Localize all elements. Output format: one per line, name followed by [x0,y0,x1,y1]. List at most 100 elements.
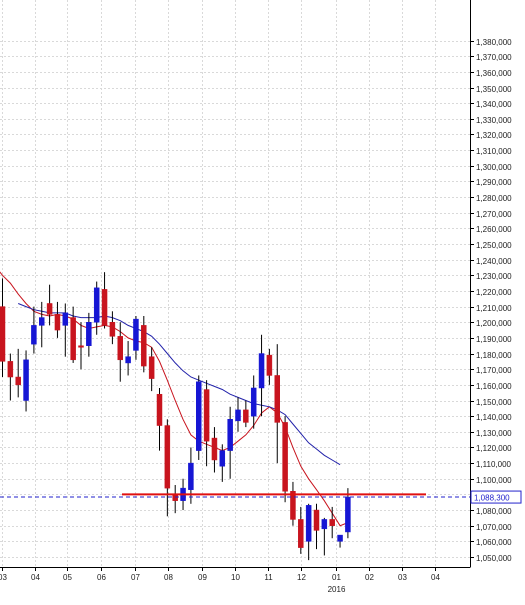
y-tick-label: 1,100,000 [476,476,512,485]
x-tick-label: 11 [264,573,273,582]
candle [62,303,69,357]
candle-body [345,496,351,533]
y-tick-label: 1,080,000 [476,507,512,516]
candle [290,481,296,526]
y-tick-label: 1,340,000 [476,100,512,109]
candle-body [62,312,69,326]
candle [109,311,116,345]
candle-body [203,389,210,442]
candle-body [101,289,108,326]
candle [329,506,335,539]
y-tick-label: 1,070,000 [476,523,512,532]
y-tick-label: 1,330,000 [476,116,512,125]
candle-body [109,322,116,337]
x-tick-label: 09 [198,573,207,582]
current-price-label: 1,088,300 [474,494,510,503]
y-tick-label: 1,050,000 [476,554,512,563]
candle-body [282,422,288,492]
y-tick-label: 1,200,000 [476,319,512,328]
candle [125,341,131,376]
y-tick-label: 1,190,000 [476,335,512,344]
candle [117,322,123,382]
candle [46,284,53,326]
candle-body [219,450,226,467]
candle-body [235,409,241,422]
candle [227,406,233,479]
y-tick-label: 1,290,000 [476,178,512,187]
candle [70,306,76,363]
ma-long-line [18,303,341,466]
candle [23,350,29,412]
candle [39,301,45,348]
candle [337,534,343,548]
candle [101,272,108,329]
candle [78,322,84,370]
candle-body [0,306,6,362]
x-tick-label: 01 [332,573,341,582]
x-tick-label: 03 [398,573,407,582]
candle [345,488,351,539]
candle-body [274,375,280,423]
candle-body [117,336,123,361]
y-tick-label: 1,300,000 [476,163,512,172]
y-tick-label: 1,310,000 [476,147,512,156]
candle [31,306,37,354]
y-tick-label: 1,380,000 [476,38,512,47]
candle [313,503,320,550]
candle-body [211,437,218,461]
x-tick-label: 03 [0,573,7,582]
candle [164,419,171,517]
candle [172,485,178,514]
candle-body [78,345,84,348]
candle [156,387,163,451]
y-tick-label: 1,150,000 [476,398,512,407]
candle-body [15,376,21,386]
candle-body [31,325,37,345]
candle-body [148,356,155,379]
x-tick-label: 10 [231,573,240,582]
candle-body [250,387,257,417]
ma-short-line [0,271,349,527]
candle-body [93,287,100,323]
candle-body [54,314,61,331]
candle [141,315,147,373]
y-tick-label: 1,120,000 [476,444,512,453]
candle [15,348,21,398]
x-tick-label: 06 [97,573,106,582]
candle-body [290,491,296,520]
candle [203,380,210,467]
x-tick-label: 07 [131,573,140,582]
y-tick-label: 1,370,000 [476,53,512,62]
candle-body [164,425,171,489]
candle-body [39,317,45,326]
candle [266,348,273,385]
y-tick-label: 1,180,000 [476,351,512,360]
y-tick-label: 1,210,000 [476,304,512,313]
candle [54,301,61,338]
y-tick-label: 1,170,000 [476,366,512,375]
x-tick-label: 12 [297,573,306,582]
axes: 1,050,0001,060,0001,070,0001,080,0001,09… [0,0,522,594]
candle [250,375,257,429]
candle-body [313,509,320,531]
candle-body [70,317,76,361]
y-tick-label: 1,240,000 [476,257,512,266]
candle [148,347,155,392]
candle [235,397,241,432]
candle [243,400,249,428]
candle [93,281,100,335]
y-tick-label: 1,360,000 [476,69,512,78]
candle-body [266,354,273,376]
candle-body [156,393,163,426]
y-tick-label: 1,130,000 [476,429,512,438]
y-tick-label: 1,220,000 [476,288,512,297]
candle-body [227,419,233,451]
y-tick-label: 1,140,000 [476,413,512,422]
candle [86,312,92,357]
candle-body [243,409,249,423]
grid-lines [0,0,470,567]
x-tick-label: 04 [31,573,40,582]
candle [298,506,304,554]
